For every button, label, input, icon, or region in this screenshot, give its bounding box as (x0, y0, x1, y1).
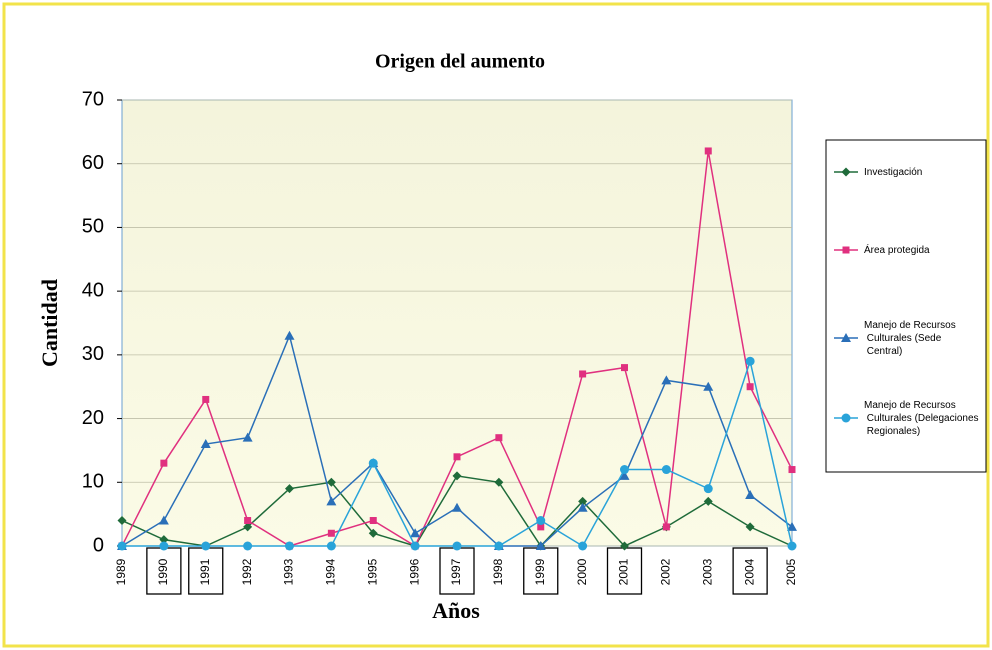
y-tick-label: 60 (82, 152, 104, 174)
marker (535, 541, 546, 550)
x-tick-label: 1991 (198, 558, 212, 585)
marker (201, 541, 211, 551)
marker (619, 470, 630, 480)
marker (494, 541, 504, 551)
marker (494, 477, 504, 487)
marker (787, 541, 797, 551)
x-tick-label: 1998 (491, 558, 505, 585)
marker (842, 246, 850, 254)
marker (788, 466, 796, 474)
marker (577, 502, 588, 512)
marker (536, 516, 546, 526)
marker (244, 517, 252, 525)
marker (579, 370, 587, 378)
x-tick-label: 1997 (449, 558, 463, 585)
marker (368, 458, 378, 468)
marker (703, 484, 713, 494)
x-tick-label: 1989 (114, 558, 128, 585)
marker (242, 432, 253, 442)
marker (284, 330, 295, 340)
marker (327, 529, 335, 537)
x-tick-label: 1996 (407, 558, 421, 585)
marker (452, 471, 462, 481)
marker (703, 496, 713, 506)
marker (326, 496, 337, 506)
marker (745, 356, 755, 366)
y-tick-label: 10 (82, 471, 104, 493)
y-tick-label: 70 (82, 88, 104, 110)
marker (117, 516, 127, 526)
marker (200, 439, 211, 449)
marker (369, 517, 377, 525)
marker (704, 147, 712, 155)
x-tick-label: 1994 (324, 558, 338, 585)
marker (746, 383, 754, 391)
marker (410, 541, 420, 551)
marker (159, 535, 169, 545)
y-tick-label: 50 (82, 216, 104, 238)
y-tick-label: 0 (93, 534, 104, 556)
legend-label: Investigación (864, 167, 922, 178)
marker (495, 434, 503, 442)
marker (703, 381, 714, 391)
marker (202, 395, 210, 403)
highlight-box (732, 547, 768, 595)
x-tick-label: 2001 (617, 558, 631, 585)
chart-title: Origen del aumento (375, 51, 545, 73)
marker (326, 541, 336, 551)
marker (160, 459, 168, 467)
marker (285, 541, 294, 551)
x-tick-label: 1999 (533, 558, 547, 585)
y-tick-label: 30 (82, 343, 104, 365)
legend (825, 139, 987, 473)
marker (662, 523, 670, 531)
x-tick-label: 1992 (240, 558, 254, 585)
marker (745, 490, 756, 500)
marker (537, 523, 545, 531)
marker (243, 541, 253, 551)
x-tick-label: 2000 (575, 558, 589, 585)
marker (117, 541, 127, 551)
marker (620, 465, 629, 475)
marker (326, 477, 336, 487)
marker (787, 521, 797, 531)
legend-label: Manejo de Recursos Culturales (Delegacio… (864, 400, 979, 437)
marker (453, 453, 461, 461)
marker (621, 364, 628, 372)
x-axis-label: Años (432, 598, 480, 623)
marker (578, 541, 588, 551)
y-tick-label: 40 (82, 279, 104, 301)
x-tick-label: 1990 (156, 558, 170, 585)
legend-label: Área protegida (864, 243, 930, 256)
x-tick-label: 2004 (742, 558, 756, 585)
marker (661, 375, 672, 385)
x-tick-label: 1995 (365, 558, 379, 585)
legend-label: Manejo de Recursos Culturales (Sede Cent… (864, 320, 956, 357)
marker (578, 496, 588, 506)
marker (368, 528, 378, 538)
marker (452, 502, 462, 512)
marker (243, 522, 253, 532)
x-tick-label: 2005 (784, 558, 798, 585)
marker (661, 465, 671, 475)
marker (841, 413, 851, 423)
marker (158, 515, 169, 525)
marker (159, 541, 169, 551)
x-tick-label: 1993 (282, 558, 296, 585)
marker (410, 528, 421, 538)
marker (841, 167, 851, 177)
marker (285, 484, 294, 494)
marker (620, 541, 629, 551)
y-axis-label: Cantidad (37, 279, 62, 367)
marker (452, 541, 462, 551)
marker (745, 522, 755, 532)
x-tick-label: 2003 (700, 558, 714, 585)
y-tick-label: 20 (82, 407, 104, 429)
marker (841, 333, 851, 342)
x-tick-label: 2002 (659, 558, 673, 585)
